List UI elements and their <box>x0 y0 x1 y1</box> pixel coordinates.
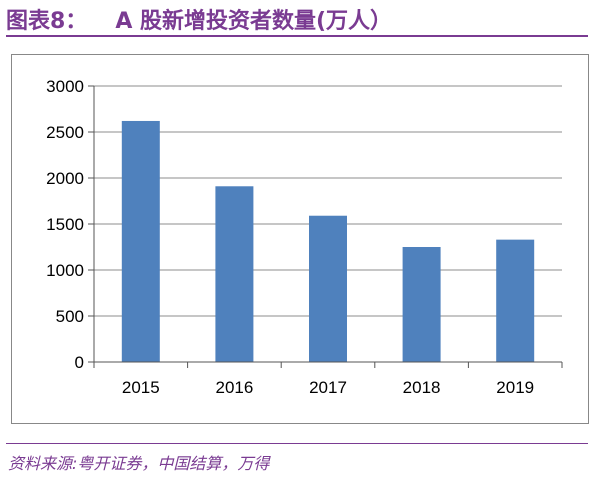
y-tick-label: 3000 <box>46 77 84 96</box>
x-tick-label: 2019 <box>496 378 534 397</box>
y-tick-label: 2500 <box>46 123 84 142</box>
x-axis: 2015 2016 2017 2018 2019 <box>93 361 563 397</box>
source-divider <box>6 443 588 444</box>
y-tick-label: 1000 <box>46 261 84 280</box>
figure-number: 图表8： <box>6 9 88 34</box>
x-tick-label: 2016 <box>215 378 253 397</box>
y-tick-label: 2000 <box>46 169 84 188</box>
bar-2019 <box>496 239 535 362</box>
chart-title: 图表8： A 股新增投资者数量(万人） <box>6 3 392 35</box>
y-tick-label: 500 <box>56 307 84 326</box>
chart-frame: 0 500 1000 1500 2000 2500 3000 2015 2016 2017 201… <box>11 54 589 424</box>
figure-title: A 股新增投资者数量(万人） <box>115 9 393 34</box>
x-tick-label: 2017 <box>309 378 347 397</box>
y-axis: 0 500 1000 1500 2000 2500 3000 <box>46 77 95 372</box>
x-tick-label: 2015 <box>122 378 160 397</box>
bars <box>121 120 535 363</box>
title-underline <box>6 35 588 37</box>
bar-2018 <box>402 247 441 362</box>
y-tick-label: 1500 <box>46 215 84 234</box>
bar-2015 <box>121 120 160 363</box>
source-note: 资料来源:粤开证券，中国结算，万得 <box>8 454 270 473</box>
x-tick-label: 2018 <box>403 378 441 397</box>
bar-2017 <box>309 215 347 362</box>
y-tick-label: 0 <box>75 353 84 372</box>
bar-2016 <box>215 186 254 362</box>
